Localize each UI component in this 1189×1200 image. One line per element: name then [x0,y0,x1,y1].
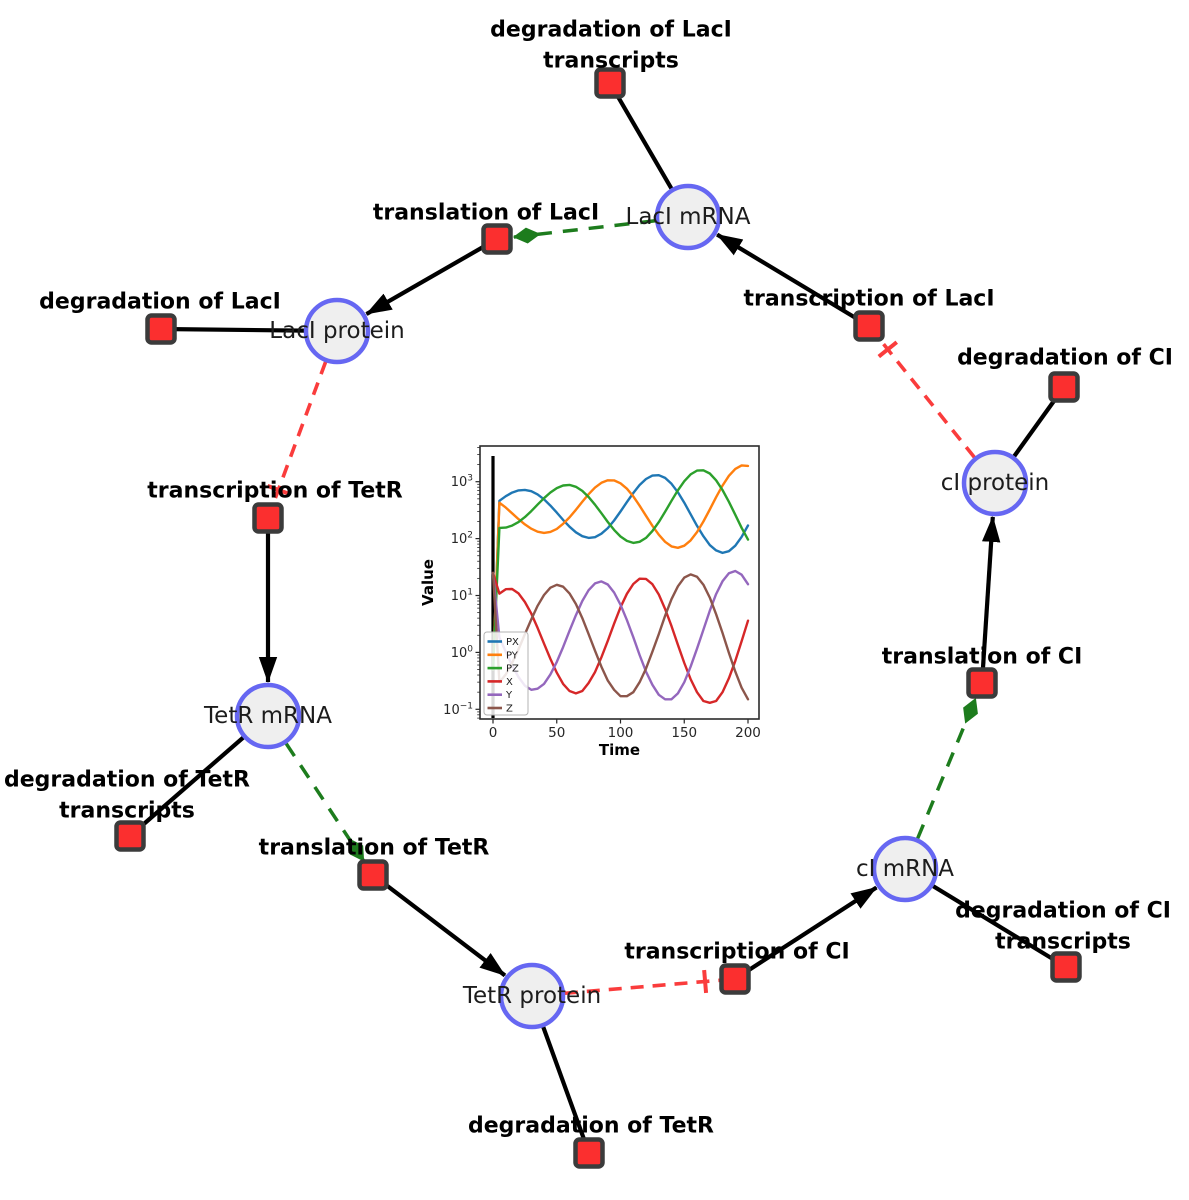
legend-label-Y: Y [505,690,513,701]
x-axis-title: Time [599,741,640,759]
species-label-ci-mrna: cI mRNA [856,856,954,882]
inset-chart: 0 50 100 150 200 103 102 101 100 10−1 Time Value PX P… [419,445,761,759]
edge-laci-mrna-translation-laci [512,219,656,244]
reaction-label-translation-tetr: translation of TetR [259,836,490,861]
reaction-node-transcription-laci [853,310,885,342]
edge-transcription-laci-laci-mrna [716,232,871,328]
legend-label-PX: PX [506,637,519,648]
y-tick-label: 10−1 [443,701,473,718]
y-tick-label: 102 [451,531,473,548]
edge-transcription-ci-ci-mrna [733,885,878,981]
edge-ci-protein-transcription-laci [876,335,976,459]
species-label-ci-protein: cI protein [941,470,1050,496]
reaction-label-deg-tetr-transcripts: degradation of TetR transcripts [4,768,250,824]
reaction-label-transcription-laci: transcription of LacI [743,287,994,312]
species-node-ci-protein [961,449,1029,517]
edge-tetr-protein-transcription-ci [564,978,722,996]
x-tick-label: 100 [608,725,634,741]
x-tick-label: 150 [671,725,697,741]
chart-series-Z [491,571,750,701]
reaction-node-deg-laci-transcripts [594,67,626,99]
reaction-node-deg-ci [1048,371,1080,403]
species-node-tetr-mrna [234,682,302,750]
chart-series-PY [491,464,750,671]
species-node-tetr-protein [498,962,566,1030]
x-tick-label: 50 [548,725,565,741]
y-axis-title: Value [419,559,437,606]
species-label-tetr-protein: TetR protein [462,983,601,1009]
reaction-node-deg-tetr-transcripts [114,820,146,852]
chart-series-PZ [491,469,750,671]
reaction-label-deg-ci-transcripts: degradation of CI transcripts [955,899,1171,955]
y-tick-label: 100 [451,644,474,661]
edge-translation-laci-laci-protein [365,237,499,316]
reaction-node-deg-ci-transcripts [1050,951,1082,983]
legend-label-X: X [506,677,513,688]
species-node-ci-mrna [871,835,939,903]
reaction-label-translation-laci: translation of LacI [373,201,599,226]
labels-layer: LacI mRNA LacI protein cI protein TetR mRNA… [4,18,1173,1139]
reaction-label-translation-ci: translation of CI [882,645,1083,670]
edge-laci-protein-transcription-tetr [271,361,328,506]
legend-label-Z: Z [506,704,513,715]
reaction-label-deg-tetr: degradation of TetR [468,1114,714,1139]
species-label-laci-protein: LacI protein [269,318,404,344]
edges-layer [128,81,1068,1154]
species-label-tetr-mrna: TetR mRNA [203,703,332,729]
reaction-node-translation-tetr [357,859,389,891]
y-tick-label: 101 [451,588,473,605]
edge-laci-protein-transcription-tetr-inhibit-bar [266,483,290,496]
reaction-label-deg-laci-transcripts: degradation of LacI transcripts [490,18,732,74]
legend-label-PZ: PZ [506,664,519,675]
species-label-laci-mrna: LacI mRNA [626,204,751,230]
reaction-node-translation-ci [966,667,998,699]
reaction-node-deg-tetr [573,1137,605,1169]
reaction-node-transcription-tetr [252,502,284,534]
legend-label-PY: PY [506,650,519,661]
y-tick-label: 103 [451,474,473,491]
chart-series-PX [491,474,750,671]
edge-tetr-mrna-translation-tetr [284,742,366,862]
edge-translation-tetr-tetr-protein [371,873,507,978]
x-tick-label: 200 [735,725,761,741]
reaction-node-deg-laci [145,313,177,345]
nodes-layer [114,67,1082,1169]
reaction-label-transcription-ci: transcription of CI [624,940,849,965]
reaction-node-translation-laci [481,223,513,255]
edge-tetr-protein-transcription-ci-inhibit-bar [702,969,709,994]
edge-ci-protein-transcription-laci-inhibit-bar [877,340,898,359]
x-tick-label: 0 [489,725,498,741]
reaction-label-deg-ci: degradation of CI [957,346,1173,371]
chart-series-Y [491,569,750,701]
species-node-laci-protein [303,297,371,365]
species-node-laci-mrna [654,183,722,251]
chart-axes-frame [479,445,760,720]
edge-ci-mrna-translation-ci [916,697,978,840]
edge-translation-ci-ci-protein [979,515,1001,684]
reaction-label-transcription-tetr: transcription of TetR [147,479,403,504]
reaction-node-transcription-ci [719,963,751,995]
reaction-label-deg-laci: degradation of LacI [39,290,281,315]
